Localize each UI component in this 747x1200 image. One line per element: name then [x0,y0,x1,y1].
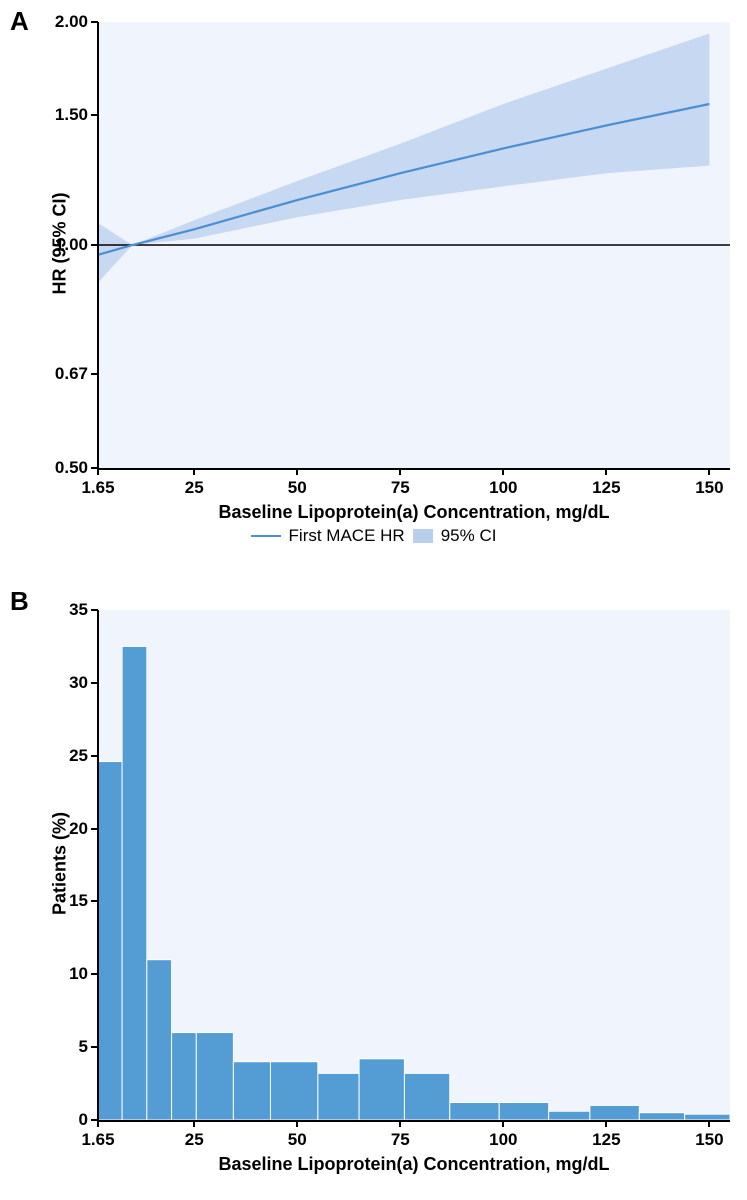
x-tick-label: 50 [269,1130,325,1150]
x-tick-label: 125 [578,1130,634,1150]
panel-a-legend: First MACE HR 95% CI [0,526,747,546]
y-tick-label: 25 [50,746,88,766]
y-tick [91,755,98,757]
x-tick [399,468,401,475]
x-tick [193,1120,195,1127]
y-tick [91,244,98,246]
x-tick [502,468,504,475]
x-axis-title: Baseline Lipoprotein(a) Concentration, m… [98,1154,730,1175]
x-tick [193,468,195,475]
y-tick [91,21,98,23]
y-tick-label: 30 [50,673,88,693]
x-tick [296,468,298,475]
panel-b: B 051015202530351.65255075100125150Basel… [0,580,747,1200]
y-tick-label: 0 [50,1110,88,1130]
x-tick-label: 150 [681,478,737,498]
y-axis-title: HR (95% CI) [50,144,71,344]
y-tick [91,828,98,830]
y-tick-label: 5 [50,1037,88,1057]
x-tick-label: 50 [269,478,325,498]
x-axis-title: Baseline Lipoprotein(a) Concentration, m… [98,502,730,523]
y-tick [91,114,98,116]
y-axis-title: Patients (%) [50,774,71,954]
y-tick [91,1046,98,1048]
x-tick [708,468,710,475]
y-tick-label: 0.67 [40,364,88,384]
y-tick [91,973,98,975]
x-tick-label: 1.65 [70,1130,126,1150]
y-tick-label: 0.50 [40,458,88,478]
x-tick-label: 1.65 [70,478,126,498]
x-tick [605,1120,607,1127]
panel-a: A 0.500.671.001.502.001.6525507510012515… [0,0,747,580]
x-tick-label: 125 [578,478,634,498]
x-tick [97,1120,99,1127]
x-tick [605,468,607,475]
y-tick-label: 10 [50,964,88,984]
panel-a-label: A [10,6,29,37]
x-tick-label: 75 [372,1130,428,1150]
y-tick-label: 1.50 [40,105,88,125]
x-tick-label: 100 [475,478,531,498]
x-tick [399,1120,401,1127]
y-axis [97,610,99,1120]
x-tick [708,1120,710,1127]
legend-label: First MACE HR [289,526,405,546]
y-tick-label: 35 [50,600,88,620]
x-tick [502,1120,504,1127]
x-tick-label: 75 [372,478,428,498]
y-tick [91,609,98,611]
y-tick [91,682,98,684]
legend-line-swatch [251,535,281,537]
legend-label: 95% CI [441,526,497,546]
x-tick-label: 25 [166,478,222,498]
x-tick [97,468,99,475]
x-tick-label: 150 [681,1130,737,1150]
x-tick [296,1120,298,1127]
x-tick-label: 100 [475,1130,531,1150]
x-tick-label: 25 [166,1130,222,1150]
panel-b-label: B [10,586,29,617]
y-tick-label: 2.00 [40,12,88,32]
y-tick [91,900,98,902]
y-tick [91,373,98,375]
legend-box-swatch [413,529,433,543]
